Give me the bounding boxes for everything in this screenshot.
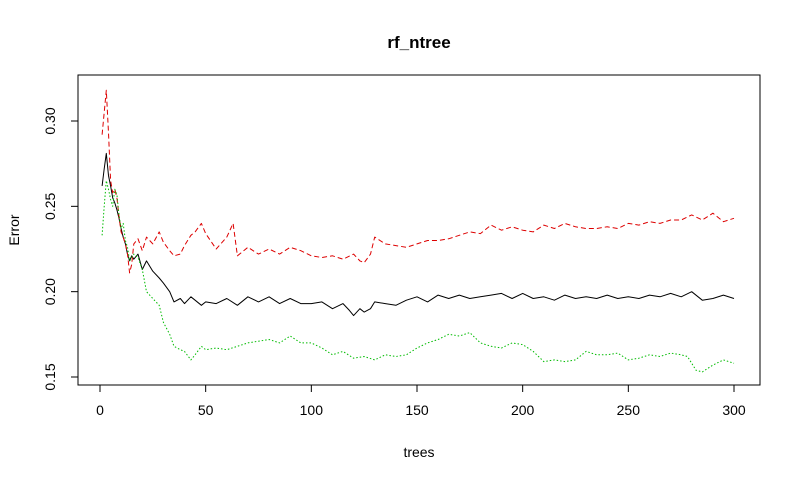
y-tick-label: 0.15: [42, 363, 58, 390]
x-tick-label: 100: [300, 402, 324, 418]
series-line-1: [101, 152, 735, 317]
series-layer: [101, 89, 735, 373]
x-tick-label: 250: [617, 402, 641, 418]
series-line-2: [101, 89, 735, 274]
y-axis-label: Error: [6, 214, 22, 245]
x-tick-label: 300: [722, 402, 746, 418]
y-tick-label: 0.25: [42, 192, 58, 219]
x-tick-label: 0: [96, 402, 104, 418]
x-tick-label: 150: [405, 402, 429, 418]
y-axis: 0.15 0.20 0.25 0.30: [42, 107, 79, 391]
x-axis: 0 50 100 150 200 250 300: [96, 384, 746, 418]
x-tick-label: 50: [198, 402, 214, 418]
plot-frame: [77, 74, 761, 386]
chart-title: rf_ntree: [387, 33, 450, 52]
x-tick-label: 200: [511, 402, 535, 418]
x-axis-label: trees: [403, 444, 434, 460]
y-tick-label: 0.30: [42, 107, 58, 134]
series-line-3: [101, 180, 735, 373]
y-tick-label: 0.20: [42, 278, 58, 305]
